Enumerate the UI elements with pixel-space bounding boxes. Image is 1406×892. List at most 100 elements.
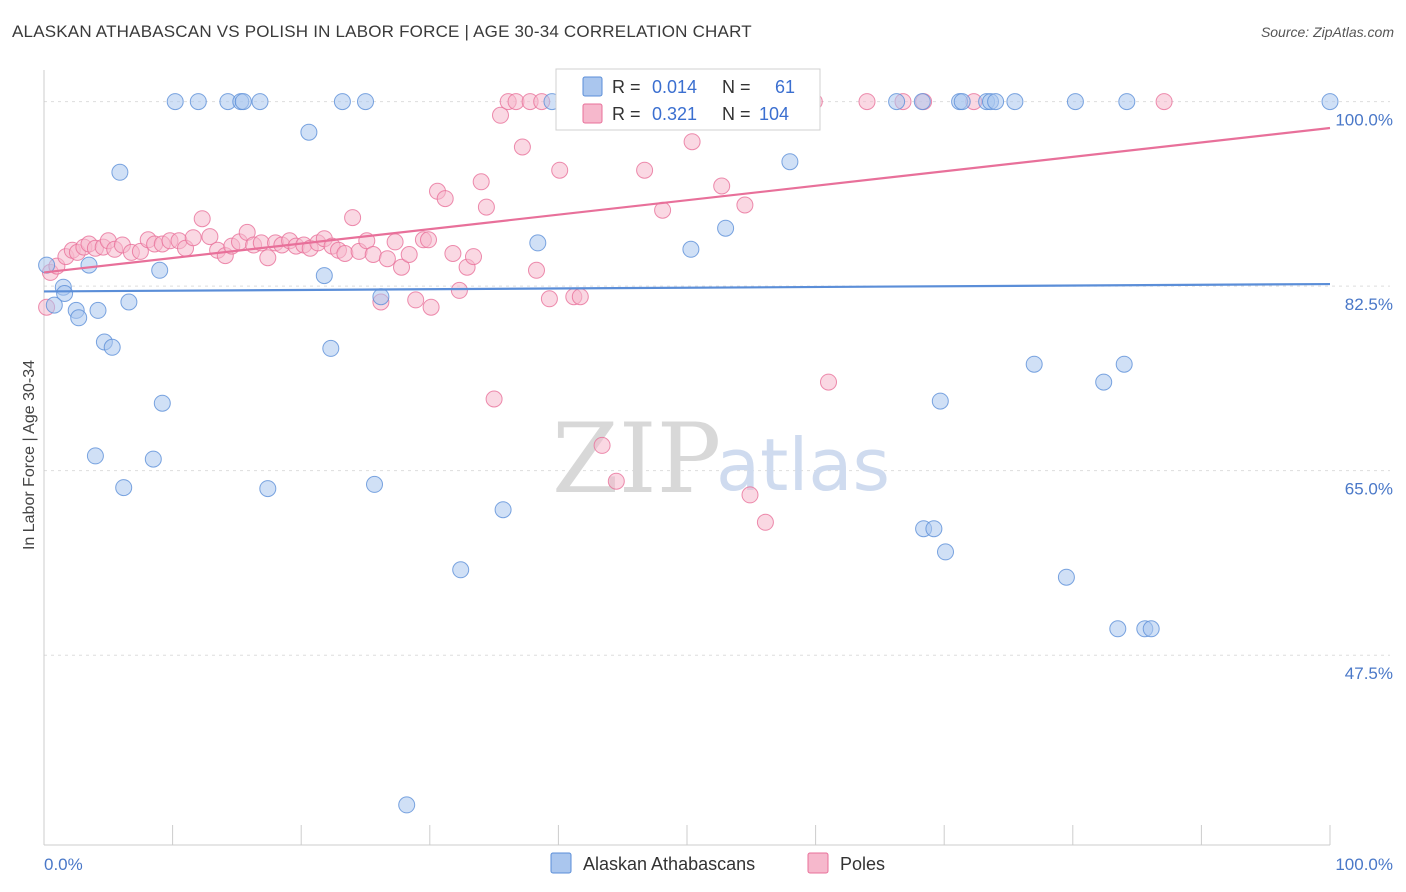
athabascan-point-42 (925, 520, 943, 538)
y-axis-label: In Labor Force | Age 30-34 (21, 360, 38, 550)
athabascan-point-17 (259, 480, 277, 498)
poles-point-54 (420, 231, 437, 249)
watermark-zip: ZIP (552, 403, 721, 515)
athabascan-point-38 (781, 153, 799, 171)
legend-r-value-2: 0.321 (652, 104, 697, 124)
poles-point-64 (485, 390, 503, 408)
athabascan-trend-line (43, 282, 1331, 293)
athabascan-point-59 (1142, 620, 1160, 638)
athabascan-point-39 (888, 93, 906, 111)
series-legend-label-blue: Alaskan Athabascans (583, 854, 755, 874)
stats-legend: R = 0.014 N = 61 R = 0.321 N = 104 (555, 68, 821, 131)
poles-point-55 (422, 298, 440, 316)
poles-point-48 (378, 250, 396, 268)
poles-point-63 (477, 198, 495, 216)
athabascan-point-56 (1115, 355, 1133, 373)
athabascan-point-23 (251, 93, 269, 111)
athabascan-point-16 (115, 479, 133, 497)
athabascan-point-60 (1321, 93, 1339, 111)
x-tick-label-1: 100.0% (1335, 855, 1393, 874)
poles-point-59 (450, 281, 468, 299)
athabascan-point-27 (333, 93, 351, 111)
chart-title: ALASKAN ATHABASCAN VS POLISH IN LABOR FO… (12, 22, 752, 41)
axes (43, 70, 1331, 846)
athabascan-point-49 (987, 93, 1005, 111)
athabascan-point-26 (322, 339, 340, 357)
legend-n-value-1: 61 (775, 77, 795, 97)
series-legend-swatch-blue (550, 852, 572, 874)
poles-point-94 (756, 513, 774, 531)
athabascan-point-3 (45, 296, 63, 314)
athabascan-point-52 (1057, 568, 1075, 586)
poles-point-21 (184, 229, 202, 247)
poles-point-51 (400, 246, 418, 263)
poles-point-73 (551, 161, 569, 179)
poles-point-49 (386, 233, 404, 251)
poles-point-42 (336, 245, 354, 262)
athabascan-point-5 (89, 301, 107, 319)
athabascan-point-10 (151, 261, 169, 279)
athabascan-point-2 (56, 285, 74, 302)
poles-point-91 (736, 196, 754, 214)
athabascan-point-15 (144, 450, 162, 468)
poles-point-86 (683, 133, 701, 151)
athabascan-point-30 (372, 288, 390, 306)
y-tick-label-1: 65.0% (1345, 480, 1393, 499)
athabascan-point-14 (86, 447, 104, 465)
poles-point-103 (1155, 93, 1173, 111)
athabascan-point-25 (315, 267, 333, 285)
athabascan-point-57 (1118, 93, 1136, 111)
poles-point-70 (528, 261, 545, 279)
poles-point-22 (193, 210, 211, 228)
poles-point-76 (571, 288, 589, 306)
athabascan-point-12 (80, 256, 98, 274)
athabascan-point-46 (953, 93, 971, 111)
legend-n-value-2: 104 (759, 104, 789, 124)
series-legend: Alaskan Athabascans Poles (550, 852, 885, 874)
athabascan-point-11 (111, 163, 129, 181)
series-legend-label-pink: Poles (840, 854, 885, 874)
athabascan-point-37 (717, 219, 735, 237)
poles-point-79 (607, 472, 625, 490)
poles-point-65 (492, 106, 509, 124)
athabascan-point-51 (1025, 355, 1043, 373)
legend-n-label-1: N = (722, 77, 751, 97)
y-tick-label-2: 82.5% (1345, 295, 1393, 314)
athabascan-point-44 (937, 543, 954, 561)
poles-point-61 (465, 248, 482, 266)
poles-point-99 (858, 93, 876, 111)
poles-point-43 (344, 209, 362, 227)
source-credit: Source: ZipAtlas.com (1260, 24, 1394, 40)
athabascan-point-13 (153, 394, 171, 412)
athabascan-point-24 (300, 123, 318, 141)
legend-r-value-1: 0.014 (652, 77, 697, 97)
legend-r-label-2: R = (612, 104, 641, 124)
poles-point-78 (593, 436, 611, 454)
series-legend-swatch-pink (807, 852, 829, 874)
poles-point-23 (201, 228, 219, 246)
athabascan-point-33 (494, 501, 512, 519)
athabascan-point-54 (1095, 373, 1113, 391)
athabascan-point-36 (682, 240, 700, 258)
athabascan-point-43 (931, 392, 949, 410)
poles-point-72 (540, 290, 558, 308)
athabascan-point-34 (529, 234, 547, 252)
athabascan-point-29 (366, 475, 383, 493)
y-tick-label-0: 47.5% (1345, 664, 1393, 683)
poles-point-58 (444, 245, 462, 262)
athabascan-point-40 (913, 93, 931, 111)
legend-n-label-2: N = (722, 104, 751, 124)
athabascan-point-50 (1006, 93, 1024, 111)
y-tick-label-3: 100.0% (1335, 111, 1393, 130)
poles-point-50 (393, 258, 410, 276)
athabascan-point-9 (120, 293, 138, 311)
poles-point-68 (513, 138, 531, 156)
x-tick-label-0: 0.0% (44, 855, 83, 874)
poles-point-31 (259, 249, 277, 267)
legend-r-label-1: R = (612, 77, 641, 97)
legend-swatch-pink (582, 103, 603, 124)
poles-point-98 (820, 373, 837, 391)
athabascan-point-19 (189, 93, 207, 111)
athabascan-point-18 (166, 93, 184, 111)
